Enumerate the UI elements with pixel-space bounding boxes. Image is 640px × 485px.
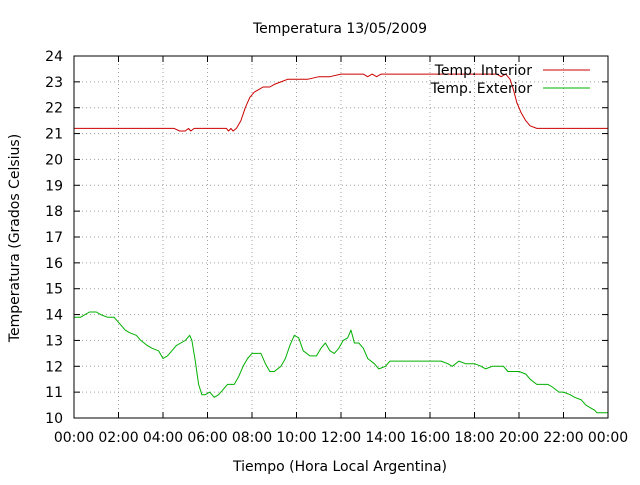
y-tick-label: 13 <box>45 333 63 349</box>
y-tick-label: 11 <box>45 385 63 401</box>
legend: Temp. Interior Temp. Exterior <box>430 63 590 97</box>
y-tick-label: 24 <box>45 49 63 65</box>
x-tick-label: 16:00 <box>410 430 450 446</box>
y-tick-label: 16 <box>45 256 63 272</box>
x-tick-label: 00:00 <box>54 430 94 446</box>
x-tick-label: 12:00 <box>321 430 361 446</box>
y-tick-label: 17 <box>45 230 63 246</box>
x-tick-label: 18:00 <box>454 430 494 446</box>
grid <box>74 56 608 418</box>
y-tick-label: 19 <box>45 178 63 194</box>
y-tick-label: 18 <box>45 204 63 220</box>
y-tick-label: 22 <box>45 101 63 117</box>
y-tick-label: 20 <box>45 152 63 168</box>
x-tick-label: 00:00 <box>588 430 628 446</box>
legend-label: Temp. Interior <box>434 63 533 79</box>
y-tick-label: 23 <box>45 75 63 91</box>
plot-border <box>73 55 609 419</box>
legend-label: Temp. Exterior <box>430 81 533 97</box>
chart-title: Temperatura 13/05/2009 <box>252 21 427 37</box>
x-tick-label: 20:00 <box>499 430 539 446</box>
series-line-exterior <box>74 311 608 414</box>
x-tick-label: 04:00 <box>143 430 183 446</box>
x-tick-label: 22:00 <box>543 430 583 446</box>
y-tick-label: 15 <box>45 282 63 298</box>
y-tick-label: 21 <box>45 127 63 143</box>
x-axis-label: Tiempo (Hora Local Argentina) <box>232 459 447 475</box>
series-line-interior <box>74 73 608 132</box>
x-tick-label: 06:00 <box>187 430 227 446</box>
x-tick-label: 14:00 <box>365 430 405 446</box>
y-axis-label: Temperatura (Grados Celsius) <box>7 134 23 343</box>
y-tick-label: 10 <box>45 411 63 427</box>
x-tick-label: 02:00 <box>98 430 138 446</box>
series-lines <box>74 73 608 414</box>
x-tick-label: 08:00 <box>232 430 272 446</box>
x-tick-label: 10:00 <box>276 430 316 446</box>
y-tick-label: 12 <box>45 359 63 375</box>
y-tick-label: 14 <box>45 308 63 324</box>
